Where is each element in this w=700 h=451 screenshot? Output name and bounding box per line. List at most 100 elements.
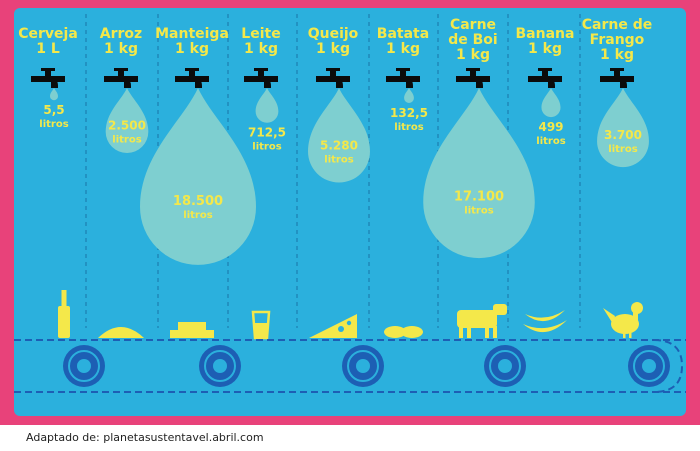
chicken-icon: [603, 302, 643, 338]
category-name: Manteiga: [155, 26, 229, 42]
faucet-body: [244, 76, 278, 82]
water-drop: [255, 88, 279, 123]
value-unit-label: litros: [252, 142, 281, 153]
value-unit-label: litros: [394, 122, 423, 133]
faucet-spout: [51, 78, 58, 88]
category-name: Carne: [450, 17, 496, 33]
value-unit-label: litros: [464, 205, 493, 216]
potato: [401, 326, 423, 338]
chicken-leg: [623, 333, 626, 338]
faucet-spout: [264, 78, 271, 88]
wheel-ring: [68, 350, 100, 382]
wheel-hub: [356, 359, 370, 373]
value-label: 5.280: [320, 139, 358, 153]
wheel-hub: [77, 359, 91, 373]
wheel-hub: [642, 359, 656, 373]
faucet-stem: [400, 70, 406, 78]
faucet-handle: [396, 68, 410, 71]
milk-glass-icon: [251, 310, 271, 340]
cow-body: [457, 310, 497, 328]
chicken-body: [611, 314, 639, 334]
faucet-handle: [466, 68, 480, 71]
wheel-ring: [633, 350, 665, 382]
potato: [384, 326, 406, 338]
category-name: Queijo: [308, 26, 359, 42]
faucet-spout: [195, 78, 202, 88]
conveyor-wheel: [199, 345, 241, 387]
rice-icon: [98, 327, 144, 338]
faucet-body: [528, 76, 562, 82]
belt-end: [653, 339, 684, 393]
category-name: Arroz: [100, 26, 142, 42]
source-credit: Adaptado de: planetasustentavel.abril.co…: [26, 431, 264, 444]
category-unit: 1 L: [36, 41, 60, 57]
chicken-leg: [629, 333, 632, 338]
butter-icon: [170, 322, 214, 338]
faucet-handle: [185, 68, 199, 71]
faucet-stem: [258, 70, 264, 78]
value-unit-label: litros: [324, 155, 353, 166]
rice-mound: [98, 327, 144, 338]
category-name: Frango: [590, 32, 645, 48]
category-unit: 1 kg: [175, 41, 209, 57]
faucet-stem: [189, 70, 195, 78]
category-name: Cerveja: [18, 26, 78, 42]
category-name: Batata: [377, 26, 429, 42]
faucet-handle: [326, 68, 340, 71]
cow-leg: [493, 326, 497, 338]
faucet-stem: [542, 70, 548, 78]
faucet-handle: [41, 68, 55, 71]
category-unit: 1 kg: [104, 41, 138, 57]
cow-leg: [467, 326, 471, 338]
wheel-ring: [489, 350, 521, 382]
cheese-hole: [338, 326, 344, 332]
water-drop: [423, 88, 535, 259]
potato-icon: [384, 326, 423, 338]
value-unit-label: litros: [183, 210, 212, 221]
faucet-body: [600, 76, 634, 82]
faucet-handle: [610, 68, 624, 71]
faucet-stem: [470, 70, 476, 78]
category-unit: 1 kg: [456, 47, 490, 63]
faucet-handle: [538, 68, 552, 71]
cow-leg: [459, 326, 463, 338]
value-unit-label: litros: [39, 119, 68, 130]
category-unit: 1 kg: [600, 47, 634, 63]
banana: [525, 310, 565, 322]
value-label: 712,5: [248, 126, 286, 140]
water-drop: [105, 88, 149, 154]
conveyor-wheel: [342, 345, 384, 387]
faucet-spout: [548, 78, 555, 88]
faucet-spout: [620, 78, 627, 88]
faucet-body: [456, 76, 490, 82]
value-unit-label: litros: [536, 136, 565, 147]
value-label: 17.100: [454, 189, 504, 204]
conveyor-wheel: [628, 345, 670, 387]
chart-panel: Cerveja 1 L 5,5 litros Arroz 1 kg 2.500 litros M…: [14, 8, 686, 416]
butter-block: [178, 322, 206, 330]
faucet-icon: [600, 68, 634, 88]
wheel-ring: [204, 350, 236, 382]
bottle-neck: [61, 290, 67, 306]
butter-dish: [170, 330, 214, 338]
cheese-icon: [309, 314, 357, 338]
faucet-stem: [330, 70, 336, 78]
faucet-icon: [104, 68, 138, 88]
faucet-stem: [118, 70, 124, 78]
chicken-head: [631, 302, 643, 314]
value-unit-label: litros: [112, 135, 141, 146]
faucet-stem: [614, 70, 620, 78]
category-name: Leite: [241, 26, 280, 42]
category-unit: 1 kg: [244, 41, 278, 57]
value-label: 18.500: [173, 194, 223, 209]
water-drop: [308, 88, 370, 183]
value-label: 3.700: [604, 128, 642, 142]
cheese-hole: [346, 320, 352, 326]
category-unit: 1 kg: [386, 41, 420, 57]
water-drop: [541, 88, 561, 118]
wheel-hub: [498, 359, 512, 373]
